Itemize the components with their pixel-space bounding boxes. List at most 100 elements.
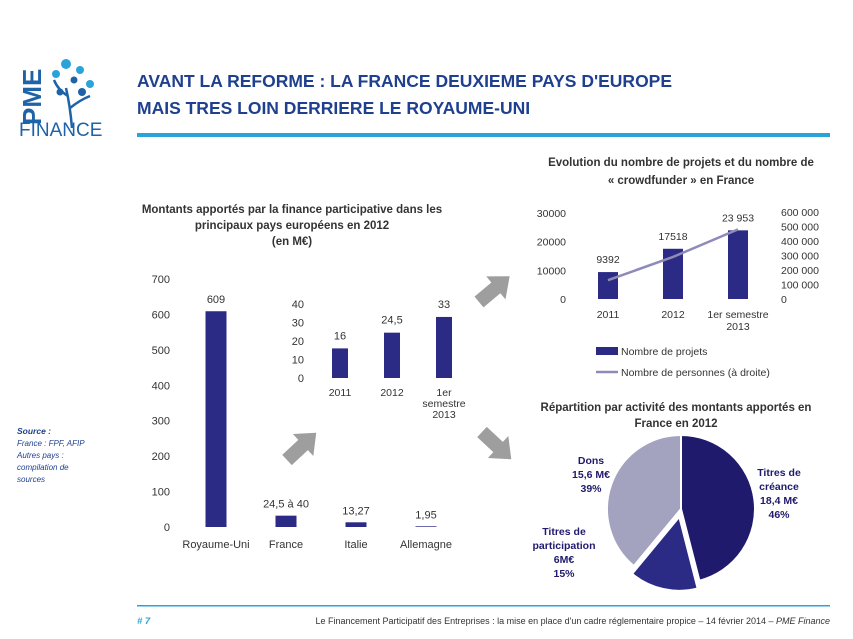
logo-finance-text: FINANCE xyxy=(19,120,102,141)
data-label: 24,5 xyxy=(381,315,402,327)
pie-label: créance xyxy=(759,481,799,493)
footer-page-number: # 7 xyxy=(137,616,151,627)
logo-pme-text: PME xyxy=(17,69,47,125)
projects-crowdfunders-combo-chart: 30000 20000 10000 0 600 000 500 000 400 000 300… xyxy=(537,207,819,379)
y-right-tick-label: 300 000 xyxy=(781,251,819,263)
x-tick-label: Italie xyxy=(344,539,367,551)
footer-text: Le Financement Participatif des Entrepri… xyxy=(316,616,831,626)
pie-slice xyxy=(630,514,699,592)
europe-amounts-bar-chart: 7006005004003002001000609Royaume-Uni24,5… xyxy=(152,274,452,551)
arrow-icon xyxy=(474,276,510,308)
x-tick-label: Royaume-Uni xyxy=(182,539,249,551)
source-line: France : FPF, AFIP xyxy=(17,439,85,448)
bar xyxy=(598,272,618,299)
bar xyxy=(663,248,683,299)
bar xyxy=(384,332,400,378)
pie-slice xyxy=(606,433,682,568)
data-label: 24,5 à 40 xyxy=(263,499,309,511)
data-label: 609 xyxy=(207,294,225,306)
arrow-icon xyxy=(477,426,512,460)
pie-label: 18,4 M€ xyxy=(760,495,798,507)
logo-tree-icon xyxy=(52,59,94,129)
source-label: Source : xyxy=(17,426,51,436)
title-underline xyxy=(137,133,830,137)
pie-label: Dons xyxy=(578,455,604,467)
bar xyxy=(728,230,748,299)
legend-label: Nombre de personnes (à droite) xyxy=(621,367,770,379)
bar xyxy=(275,515,297,527)
pie-label: Titres de xyxy=(757,467,801,479)
y-tick-label: 500 xyxy=(152,345,170,357)
x-tick-label: 1er xyxy=(436,387,452,399)
y-tick-label: 10 xyxy=(292,355,304,367)
source-note: Source : France : FPF, AFIP Autres pays … xyxy=(16,426,85,484)
legend-swatch-bar xyxy=(596,347,618,355)
pie-label: 6M€ xyxy=(554,554,575,566)
bar xyxy=(436,316,452,378)
x-tick-label: 2012 xyxy=(661,309,685,321)
y-tick-label: 700 xyxy=(152,274,170,286)
x-tick-label: semestre xyxy=(422,398,465,410)
chart3-title-line: Evolution du nombre de projets et du nom… xyxy=(548,157,814,169)
data-label: 33 xyxy=(438,299,450,311)
y-right-tick-label: 0 xyxy=(781,294,787,306)
x-tick-label: 2013 xyxy=(432,409,456,421)
chart4-title-line: France en 2012 xyxy=(634,418,717,430)
y-tick-label: 400 xyxy=(152,380,170,392)
footer-line xyxy=(137,605,830,607)
source-line: compilation de xyxy=(17,463,69,472)
y-right-tick-label: 100 000 xyxy=(781,280,819,292)
chart3-title-line: « crowdfunder » en France xyxy=(608,175,754,187)
chart1-title-line: (en M€) xyxy=(272,236,312,248)
pie-label: 39% xyxy=(580,483,602,495)
pme-finance-logo: PME FINANCE xyxy=(17,59,102,141)
y-left-tick-label: 20000 xyxy=(537,237,566,249)
source-line: sources xyxy=(17,475,45,484)
y-tick-label: 0 xyxy=(164,522,170,534)
x-tick-label: Allemagne xyxy=(400,539,452,551)
bar xyxy=(345,522,367,527)
x-tick-label: 1er semestre xyxy=(707,309,768,321)
bar xyxy=(205,311,227,527)
x-tick-label: France xyxy=(269,539,303,551)
y-right-tick-label: 600 000 xyxy=(781,207,819,219)
y-tick-label: 100 xyxy=(152,487,170,499)
data-label: 9392 xyxy=(596,254,620,266)
y-tick-label: 30 xyxy=(292,318,304,330)
pie-label: Titres de xyxy=(542,526,586,538)
data-label: 17518 xyxy=(658,231,687,243)
data-label: 16 xyxy=(334,330,346,342)
footer-caption: Le Financement Participatif des Entrepri… xyxy=(316,616,776,626)
page-title-line2: MAIS TRES LOIN DERRIERE LE ROYAUME-UNI xyxy=(137,98,530,118)
y-tick-label: 200 xyxy=(152,451,170,463)
y-tick-label: 600 xyxy=(152,309,170,321)
chart1-title-line: principaux pays européens en 2012 xyxy=(195,220,389,232)
data-label: 1,95 xyxy=(415,509,436,521)
y-left-tick-label: 0 xyxy=(560,294,566,306)
bar xyxy=(332,348,348,378)
pie-slice xyxy=(680,433,756,582)
y-right-tick-label: 200 000 xyxy=(781,265,819,277)
chart4-title-line: Répartition par activité des montants ap… xyxy=(541,402,812,414)
y-tick-label: 40 xyxy=(292,299,304,311)
y-right-tick-label: 500 000 xyxy=(781,222,819,234)
data-label: 23 953 xyxy=(722,212,754,224)
x-tick-label: 2013 xyxy=(726,321,750,333)
activity-breakdown-pie-chart: Titres de créance 18,4 M€ 46% Titres de parti… xyxy=(532,433,801,592)
data-label: 13,27 xyxy=(342,505,370,517)
legend-label: Nombre de projets xyxy=(621,346,707,358)
x-tick-label: 2011 xyxy=(597,309,620,321)
footer-brand: PME Finance xyxy=(776,616,830,626)
pie-label: participation xyxy=(532,540,595,552)
y-tick-label: 300 xyxy=(152,416,170,428)
bar xyxy=(415,526,437,527)
y-tick-label: 0 xyxy=(298,373,304,385)
page-title-line1: AVANT LA REFORME : LA FRANCE DEUXIEME PA… xyxy=(137,71,672,91)
source-line: Autres pays : xyxy=(16,451,64,460)
y-left-tick-label: 30000 xyxy=(537,208,566,220)
arrow-icon xyxy=(282,432,317,466)
chart1-title-line: Montants apportés par la finance partici… xyxy=(142,204,442,216)
x-tick-label: 2012 xyxy=(380,387,404,399)
y-left-tick-label: 10000 xyxy=(537,265,566,277)
